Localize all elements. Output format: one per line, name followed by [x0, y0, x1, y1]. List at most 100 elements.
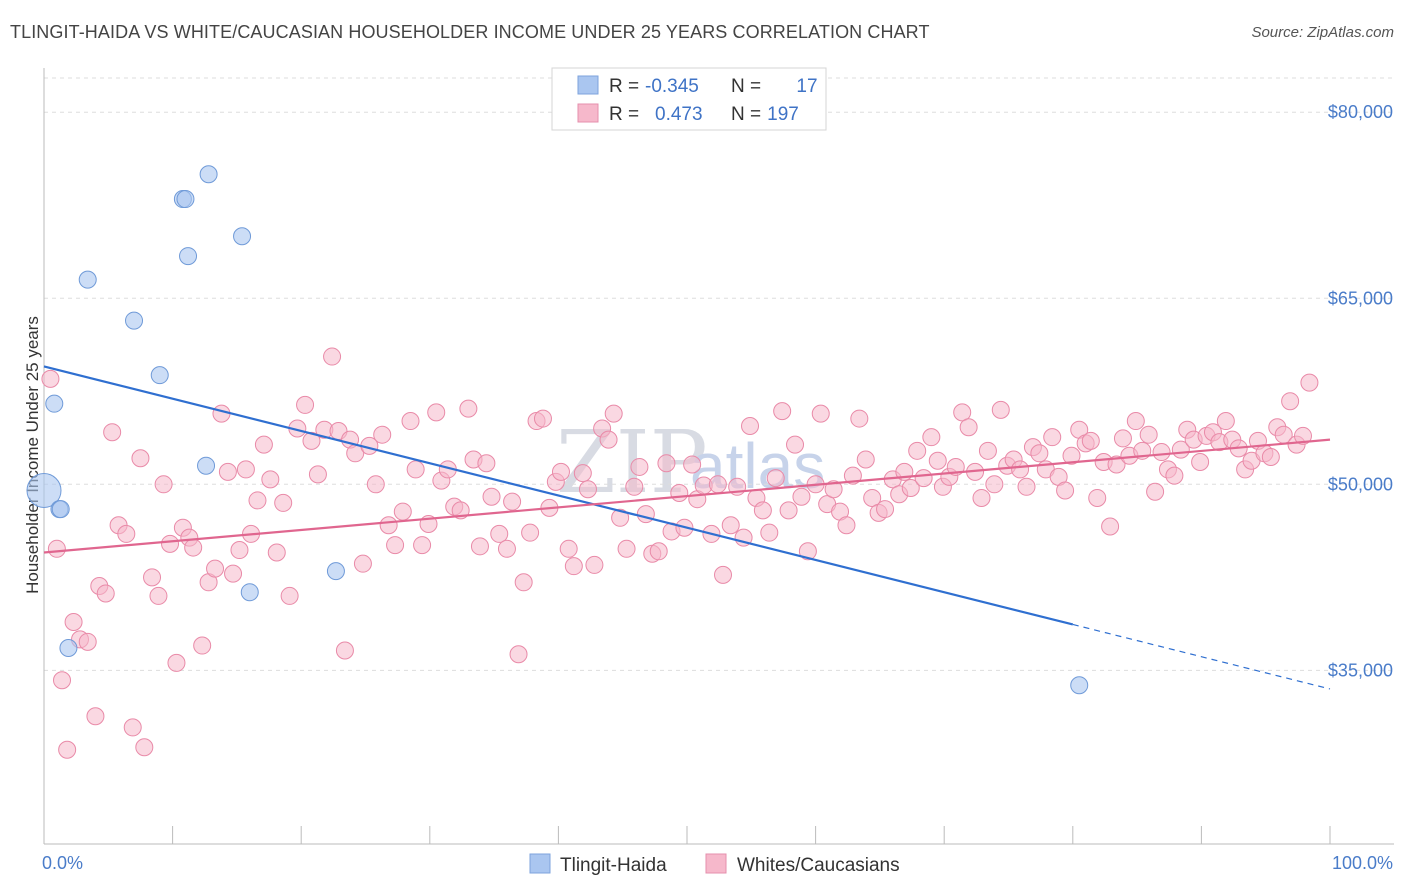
data-point-tlingit-haida	[51, 500, 70, 519]
data-point-whites-caucasians	[47, 539, 66, 558]
data-point-tlingit-haida	[78, 270, 97, 289]
data-point-whites-caucasians	[413, 536, 432, 555]
data-point-whites-caucasians	[427, 403, 446, 422]
data-point-whites-caucasians	[843, 466, 862, 485]
data-point-whites-caucasians	[1146, 482, 1165, 501]
legend-r-label: R =	[609, 76, 639, 97]
data-point-whites-caucasians	[1081, 431, 1100, 450]
data-point-whites-caucasians	[302, 431, 321, 450]
data-point-whites-caucasians	[261, 470, 280, 489]
data-point-whites-caucasians	[1101, 517, 1120, 536]
legend-swatch-whites-caucasians	[577, 103, 599, 123]
data-point-whites-caucasians	[103, 423, 122, 442]
data-point-whites-caucasians	[353, 554, 372, 573]
data-point-whites-caucasians	[1088, 488, 1107, 507]
data-point-whites-caucasians	[58, 740, 77, 759]
data-point-whites-caucasians	[1062, 446, 1081, 465]
legend-r-value: -0.345	[645, 76, 699, 97]
data-point-whites-caucasians	[366, 475, 385, 494]
data-point-whites-caucasians	[1293, 426, 1312, 445]
data-point-whites-caucasians	[953, 403, 972, 422]
legend-label-whites-caucasians: Whites/Caucasians	[737, 855, 900, 876]
data-point-whites-caucasians	[117, 524, 136, 543]
legend-swatch-tlingit-haida	[529, 853, 551, 874]
data-point-whites-caucasians	[1030, 444, 1049, 463]
y-tick-labels: $35,000 $50,000 $65,000 $80,000	[1328, 102, 1393, 680]
data-point-tlingit-haida	[176, 190, 195, 209]
data-point-whites-caucasians	[533, 409, 552, 428]
data-point-whites-caucasians	[149, 586, 168, 605]
data-point-whites-caucasians	[161, 534, 180, 553]
data-point-whites-caucasians	[630, 457, 649, 476]
y-tick-label: $35,000	[1328, 660, 1393, 680]
correlation-legend: R = -0.345 N = 17 R = 0.473 N = 197	[551, 67, 827, 131]
data-point-whites-caucasians	[657, 454, 676, 473]
data-point-tlingit-haida	[240, 583, 259, 602]
data-point-whites-caucasians	[1261, 448, 1280, 467]
x-tick-label: 0.0%	[42, 853, 83, 873]
data-point-whites-caucasians	[218, 462, 237, 481]
data-point-whites-caucasians	[708, 475, 727, 494]
data-point-whites-caucasians	[96, 584, 115, 603]
y-tick-label: $50,000	[1328, 474, 1393, 494]
data-point-whites-caucasians	[64, 612, 83, 631]
data-point-whites-caucasians	[280, 586, 299, 605]
chart-title: TLINGIT-HAIDA VS WHITE/CAUCASIAN HOUSEHO…	[10, 22, 930, 42]
trendline-tlingit-haida	[43, 365, 1074, 626]
legend-n-value: 197	[767, 104, 799, 125]
data-point-whites-caucasians	[323, 347, 342, 366]
data-point-whites-caucasians	[509, 645, 528, 664]
legend-swatch-tlingit-haida	[577, 75, 599, 95]
data-point-whites-caucasians	[604, 404, 623, 423]
legend-r-value: 0.473	[655, 104, 703, 125]
data-point-whites-caucasians	[991, 400, 1010, 419]
data-point-whites-caucasians	[224, 564, 243, 583]
data-point-whites-caucasians	[1139, 425, 1158, 444]
y-axis-label: Householder Income Under 25 years	[23, 316, 42, 594]
data-point-whites-caucasians	[131, 449, 150, 468]
data-point-whites-caucasians	[1126, 412, 1145, 431]
data-point-whites-caucasians	[274, 493, 293, 512]
data-point-whites-caucasians	[779, 501, 798, 520]
data-point-whites-caucasians	[154, 475, 173, 494]
axes	[43, 68, 1394, 845]
data-point-whites-caucasians	[901, 479, 920, 498]
data-point-whites-caucasians	[135, 738, 154, 757]
data-point-whites-caucasians	[267, 543, 286, 562]
y-tick-label: $65,000	[1328, 288, 1393, 308]
data-point-whites-caucasians	[773, 402, 792, 421]
data-point-whites-caucasians	[837, 516, 856, 535]
data-point-whites-caucasians	[1043, 428, 1062, 447]
data-point-whites-caucasians	[1011, 460, 1030, 479]
data-point-tlingit-haida	[150, 366, 169, 385]
data-point-whites-caucasians	[914, 469, 933, 488]
data-point-whites-caucasians	[1107, 455, 1126, 474]
data-point-whites-caucasians	[1152, 443, 1171, 462]
data-point-whites-caucasians	[459, 399, 478, 418]
data-point-tlingit-haida	[179, 247, 198, 266]
data-point-tlingit-haida	[233, 227, 252, 246]
data-point-whites-caucasians	[1281, 392, 1300, 411]
data-point-whites-caucasians	[714, 565, 733, 584]
data-point-whites-caucasians	[406, 460, 425, 479]
data-point-whites-caucasians	[928, 451, 947, 470]
legend-swatch-whites-caucasians	[705, 853, 727, 874]
data-point-whites-caucasians	[503, 492, 522, 511]
data-point-whites-caucasians	[649, 542, 668, 561]
series-legend: Tlingit-Haida Whites/Caucasians	[529, 853, 900, 876]
data-point-tlingit-haida	[125, 311, 144, 330]
legend-n-label: N =	[731, 76, 761, 97]
data-point-whites-caucasians	[625, 477, 644, 496]
data-point-whites-caucasians	[1017, 477, 1036, 496]
trendline-tlingit-haida-extension	[1072, 623, 1331, 690]
data-point-whites-caucasians	[254, 435, 273, 454]
series-whites-caucasians	[41, 347, 1319, 759]
data-point-whites-caucasians	[379, 516, 398, 535]
data-point-whites-caucasians	[386, 536, 405, 555]
data-point-whites-caucasians	[401, 412, 420, 431]
data-point-whites-caucasians	[86, 707, 105, 726]
data-point-whites-caucasians	[811, 404, 830, 423]
y-tick-label: $80,000	[1328, 102, 1393, 122]
data-point-whites-caucasians	[236, 460, 255, 479]
